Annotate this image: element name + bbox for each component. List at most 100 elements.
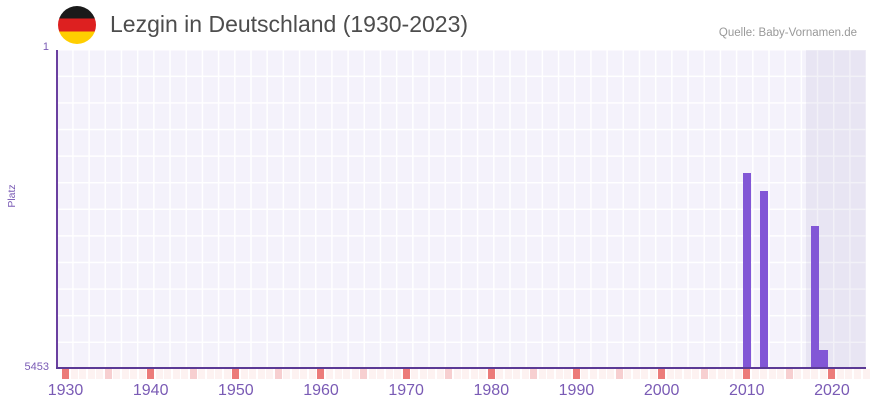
x-tick-marker: [130, 369, 138, 379]
bar: [742, 173, 752, 368]
x-tick-marker: [802, 369, 810, 379]
x-tick-marker: [777, 369, 785, 379]
x-axis-tick-label: 1940: [132, 382, 169, 399]
x-tick-marker: [360, 369, 368, 379]
plot-area: [57, 50, 866, 368]
x-tick-marker: [649, 369, 657, 379]
x-tick-marker: [257, 369, 265, 379]
x-tick-marker: [819, 369, 827, 379]
x-tick-marker: [853, 369, 861, 379]
x-tick-marker: [641, 369, 649, 379]
x-tick-marker: [683, 369, 691, 379]
x-tick-marker: [462, 369, 470, 379]
x-tick-marker: [555, 369, 563, 379]
x-tick-marker: [164, 369, 172, 379]
x-tick-marker: [607, 369, 615, 379]
x-tick-marker: [368, 369, 376, 379]
x-tick-marker: [572, 369, 580, 379]
x-tick-marker: [547, 369, 555, 379]
x-tick-marker: [198, 369, 206, 379]
x-axis-tick-label: 1960: [303, 382, 339, 399]
x-tick-marker: [274, 369, 282, 379]
bar: [810, 225, 820, 368]
y-axis-label-bottom: 5453: [24, 361, 49, 373]
x-axis-tick-label: 1990: [558, 382, 595, 399]
x-tick-marker: [334, 369, 342, 379]
x-axis-tick-label: 1980: [473, 382, 510, 399]
x-tick-marker: [291, 369, 299, 379]
x-tick-marker: [726, 369, 734, 379]
x-tick-marker: [709, 369, 717, 379]
x-tick-marker: [504, 369, 512, 379]
x-tick-marker: [598, 369, 606, 379]
x-tick-marker: [172, 369, 180, 379]
x-tick-marker: [470, 369, 478, 379]
page-title: Lezgin in Deutschland (1930-2023): [110, 11, 469, 37]
x-axis-tick-label: 2000: [643, 382, 680, 399]
x-axis-tick-label: 1930: [47, 382, 84, 399]
x-tick-marker: [760, 369, 768, 379]
chart-header: Lezgin in Deutschland (1930-2023) Quelle…: [0, 0, 873, 50]
x-tick-marker: [351, 369, 359, 379]
x-tick-marker: [189, 369, 197, 379]
x-tick-marker: [666, 369, 674, 379]
x-tick-marker: [445, 369, 453, 379]
x-tick-marker: [266, 369, 274, 379]
x-tick-marker: [751, 369, 759, 379]
x-tick-marker: [836, 369, 844, 379]
x-axis-tick-label: 1970: [388, 382, 424, 399]
bar: [759, 191, 769, 368]
x-tick-marker: [658, 369, 666, 379]
x-tick-marker: [768, 369, 776, 379]
x-tick-marker: [232, 369, 240, 379]
x-tick-marker: [223, 369, 231, 379]
x-tick-marker: [521, 369, 529, 379]
x-tick-marker: [79, 369, 87, 379]
x-tick-marker: [632, 369, 640, 379]
x-tick-marker: [538, 369, 546, 379]
x-tick-marker: [419, 369, 427, 379]
x-tick-marker: [513, 369, 521, 379]
x-tick-marker: [453, 369, 461, 379]
source-label: Quelle: Baby-Vornamen.de: [718, 27, 857, 39]
x-tick-marker: [479, 369, 487, 379]
x-tick-marker: [113, 369, 121, 379]
x-tick-marker: [385, 369, 393, 379]
x-tick-marker: [104, 369, 112, 379]
x-tick-marker: [785, 369, 793, 379]
x-tick-marker: [436, 369, 444, 379]
x-tick-marker: [862, 369, 870, 379]
x-tick-marker: [700, 369, 708, 379]
x-tick-marker: [240, 369, 248, 379]
x-tick-marker: [589, 369, 597, 379]
x-axis-tick-label: 1950: [218, 382, 254, 399]
x-tick-marker: [70, 369, 78, 379]
x-tick-marker: [615, 369, 623, 379]
x-axis-tick-markers: [57, 369, 870, 379]
y-axis-label-top: 1: [42, 41, 49, 53]
x-tick-marker: [845, 369, 853, 379]
bar: [819, 349, 828, 368]
x-tick-marker: [283, 369, 291, 379]
x-axis-tick-label: 2020: [814, 382, 850, 399]
x-tick-marker: [743, 369, 751, 379]
x-tick-marker: [811, 369, 819, 379]
x-tick-marker: [530, 369, 538, 379]
x-tick-marker: [394, 369, 402, 379]
y-axis-title: Platz: [6, 184, 18, 208]
x-tick-marker: [675, 369, 683, 379]
x-tick-marker: [87, 369, 95, 379]
x-tick-marker: [411, 369, 419, 379]
x-tick-marker: [308, 369, 316, 379]
x-tick-marker: [215, 369, 223, 379]
x-tick-marker: [317, 369, 325, 379]
y-axis-line: [56, 50, 58, 369]
x-tick-marker: [155, 369, 163, 379]
x-tick-marker: [300, 369, 308, 379]
x-tick-marker: [794, 369, 802, 379]
german-flag-icon: [58, 6, 96, 44]
x-tick-marker: [181, 369, 189, 379]
x-tick-marker: [121, 369, 129, 379]
x-tick-marker: [487, 369, 495, 379]
